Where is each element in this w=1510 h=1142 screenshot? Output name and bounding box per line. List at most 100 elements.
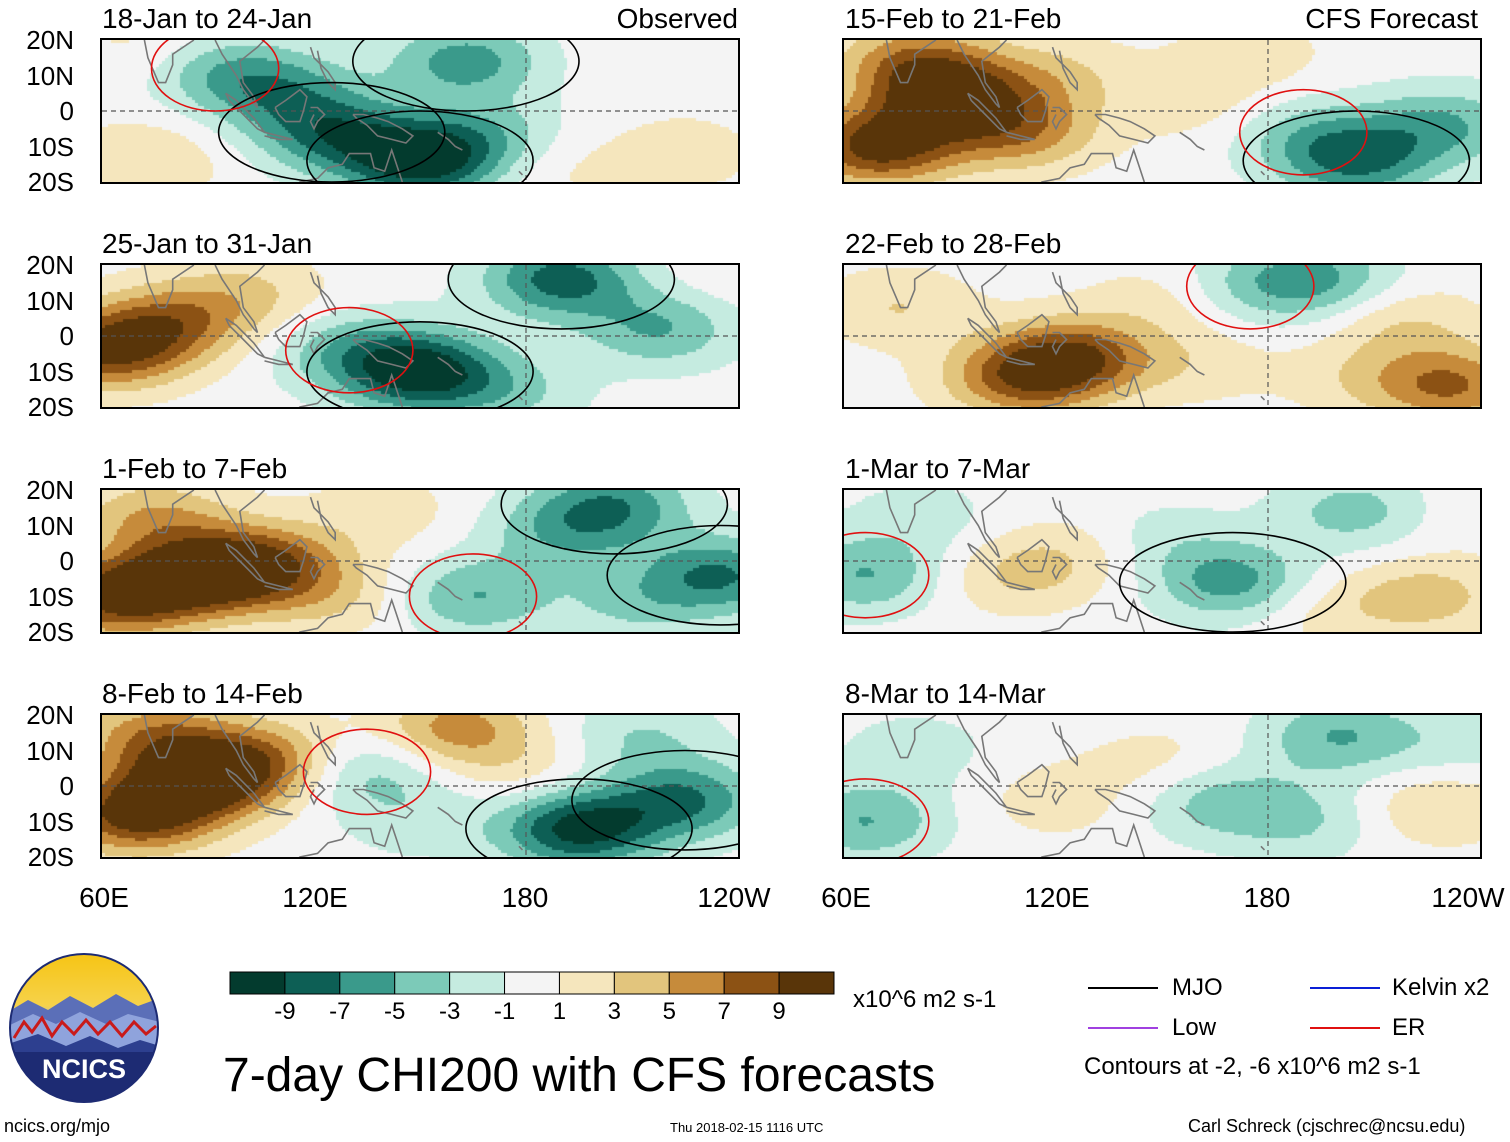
coastline-7 xyxy=(1094,788,1157,819)
footer-site[interactable]: ncics.org/mjo xyxy=(4,1116,111,1136)
lat-label-row0-2: 0 xyxy=(59,96,74,126)
coastline-1 xyxy=(214,715,266,784)
main-title: 7-day CHI200 with CFS forecasts xyxy=(223,1049,936,1102)
er-contour-0 xyxy=(284,306,414,394)
panel-p8 xyxy=(842,713,1482,859)
lon-label-120e-left: 120E xyxy=(282,882,348,913)
er-contour-0 xyxy=(1185,265,1315,330)
colorbar-tick-label-4: -1 xyxy=(493,998,516,1025)
coastline-0 xyxy=(143,490,195,534)
legend-low-label: Low xyxy=(1172,1014,1217,1041)
colorbar xyxy=(229,971,835,995)
coastline-4 xyxy=(274,763,308,798)
coastline-0 xyxy=(885,265,937,309)
er-contour-0 xyxy=(844,778,930,857)
coastline-7 xyxy=(1094,563,1157,594)
colorbar-bin-10 xyxy=(778,971,835,995)
lat-label-row3-2: 0 xyxy=(59,771,74,801)
legend-contours-note: Contours at -2, -6 x10^6 m2 s-1 xyxy=(1084,1053,1421,1080)
coastline-2 xyxy=(224,767,266,809)
coastline-8 xyxy=(1040,822,1146,857)
lon-label-120e-right: 120E xyxy=(1024,882,1090,913)
coastline-7 xyxy=(352,788,415,819)
coastline-4 xyxy=(274,538,308,573)
overlay-p4 xyxy=(844,265,1480,407)
panel-title-obs-1: 18-Jan to 24-Jan xyxy=(102,3,313,34)
coastline-3 xyxy=(264,806,293,816)
mjo-contour-2 xyxy=(352,40,580,112)
lat-label-row3-4: 20S xyxy=(27,842,74,872)
coastline-0 xyxy=(143,40,195,84)
coastline-10 xyxy=(518,170,524,176)
coastline-10 xyxy=(1260,620,1266,626)
colorbar-units: x10^6 m2 s-1 xyxy=(853,986,997,1013)
coastline-5 xyxy=(1051,556,1068,581)
coastline-9 xyxy=(1179,581,1205,601)
colorbar-tick-label-3: -3 xyxy=(438,998,461,1025)
panel-p7 xyxy=(100,713,740,859)
legend-mjo-label: MJO xyxy=(1172,974,1223,1001)
colorbar-tick-label-0: -9 xyxy=(274,998,296,1025)
coastline-10 xyxy=(518,395,524,401)
colorbar-tick-label-5: 1 xyxy=(552,998,567,1025)
coastline-1 xyxy=(956,265,1008,334)
colorbar-bin-0 xyxy=(229,971,286,995)
overlay-p3 xyxy=(102,265,738,407)
coastline-5 xyxy=(1051,781,1068,806)
coastline-3 xyxy=(264,131,293,141)
colorbar-tick-label-9: 9 xyxy=(772,998,786,1025)
panel-title-fcst-2: 22-Feb to 28-Feb xyxy=(845,228,1062,259)
coastline-9 xyxy=(1179,806,1205,826)
coastline-3 xyxy=(1006,356,1035,366)
lat-label-row3-0: 20N xyxy=(26,700,74,730)
panel-p2 xyxy=(842,38,1482,184)
coastline-6 xyxy=(1051,271,1078,317)
colorbar-tick-label-2: -5 xyxy=(384,998,406,1025)
mjo-contour-1 xyxy=(606,524,738,626)
coastline-3 xyxy=(264,581,293,591)
logo-red-line xyxy=(12,1015,157,1039)
panel-title-obs-3: 1-Feb to 7-Feb xyxy=(102,453,288,484)
coastline-8 xyxy=(1040,147,1146,182)
lon-label-60e-right: 60E xyxy=(821,882,871,913)
panel-title-obs-4: 8-Feb to 14-Feb xyxy=(102,678,303,709)
lat-label-row2-2: 0 xyxy=(59,546,74,576)
coastline-1 xyxy=(214,490,266,559)
coastline-9 xyxy=(437,356,463,376)
coastline-1 xyxy=(956,715,1008,784)
lat-label-row1-1: 10N xyxy=(26,285,74,316)
coastline-8 xyxy=(298,822,404,857)
coastline-1 xyxy=(214,265,266,334)
mjo-contour-1 xyxy=(571,749,738,851)
coastline-7 xyxy=(1094,338,1157,369)
colorbar-bin-2 xyxy=(339,971,396,995)
overlay-p6 xyxy=(844,490,1480,632)
er-contour-0 xyxy=(1238,88,1368,176)
lat-label-row2-4: 20S xyxy=(27,617,74,647)
overlay-p1 xyxy=(102,40,738,182)
lat-label-row1-3: 10S xyxy=(27,356,74,387)
colorbar-bin-3 xyxy=(394,971,451,995)
coastline-4 xyxy=(1016,538,1050,573)
coastline-0 xyxy=(885,715,937,759)
coastline-4 xyxy=(274,88,308,123)
coastline-5 xyxy=(1051,106,1068,131)
mjo-contour-0 xyxy=(306,321,534,407)
coastline-5 xyxy=(309,106,326,131)
legend-lines xyxy=(1088,987,1380,1029)
coastline-3 xyxy=(264,356,293,366)
er-contour-0 xyxy=(150,40,280,112)
coastline-3 xyxy=(1006,806,1035,816)
coastline-2 xyxy=(966,767,1008,809)
panel-p3 xyxy=(100,263,740,409)
coastline-2 xyxy=(966,542,1008,584)
overlay-p7 xyxy=(102,715,738,857)
panel-p6 xyxy=(842,488,1482,634)
lat-label-row0-4: 20S xyxy=(27,167,74,197)
coastline-9 xyxy=(1179,131,1205,151)
coastline-2 xyxy=(224,317,266,359)
lat-label-row1-2: 0 xyxy=(59,321,74,351)
ncics-logo: NCICS xyxy=(9,953,159,1103)
colorbar-bin-1 xyxy=(284,971,341,995)
coastline-2 xyxy=(966,317,1008,359)
